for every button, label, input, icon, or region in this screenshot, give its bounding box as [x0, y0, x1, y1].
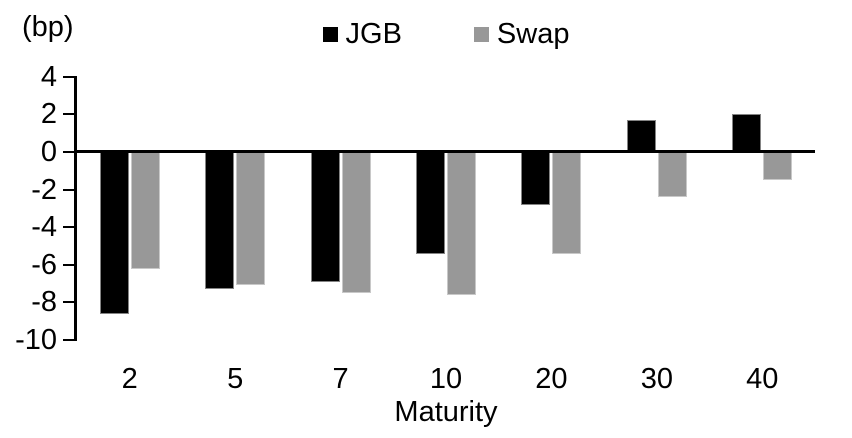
y-axis-tick [63, 226, 77, 229]
y-axis-line [74, 75, 77, 341]
x-tick-label: 40 [746, 363, 779, 395]
y-axis-tick [63, 188, 77, 191]
bar-swap-20 [552, 152, 582, 254]
bar-swap-40 [763, 152, 793, 181]
legend-swatch-jgb [322, 26, 338, 42]
y-tick-label: 2 [40, 98, 57, 131]
bar-jgb-10 [416, 152, 445, 254]
y-axis-tick [63, 151, 77, 153]
bar-jgb-30 [626, 120, 656, 152]
y-axis-tick [63, 113, 77, 116]
legend-label-jgb: JGB [345, 18, 402, 50]
bar-jgb-5 [205, 152, 235, 290]
bar-swap-10 [447, 152, 476, 295]
x-tick-label: 5 [227, 363, 244, 395]
x-tick-label: 2 [121, 363, 138, 395]
legend-label-swap: Swap [496, 18, 570, 50]
bar-swap-30 [657, 152, 687, 198]
bar-swap-5 [236, 152, 266, 286]
x-tick-label: 7 [332, 363, 349, 395]
chart-legend: JGB Swap [77, 18, 815, 50]
bar-jgb-40 [732, 114, 762, 152]
legend-item-jgb: JGB [322, 18, 402, 50]
y-tick-label: -6 [31, 248, 57, 281]
y-tick-label: -2 [31, 173, 57, 206]
x-axis-zero-line [74, 150, 815, 153]
y-tick-label: 4 [40, 60, 57, 93]
bar-jgb-20 [521, 152, 551, 205]
legend-swatch-swap [473, 26, 489, 42]
y-tick-label: -8 [31, 286, 57, 319]
bar-jgb-2 [99, 152, 129, 314]
bar-swap-7 [341, 152, 371, 293]
x-axis-title: Maturity [394, 396, 498, 428]
y-axis-tick [63, 301, 77, 304]
x-tick-label: 20 [535, 363, 568, 395]
y-axis-unit-label: (bp) [22, 11, 74, 43]
y-axis-tick [63, 339, 77, 341]
bar-swap-2 [130, 152, 160, 269]
y-tick-label: -4 [31, 211, 57, 244]
legend-item-swap: Swap [473, 18, 570, 50]
y-axis-tick [63, 263, 77, 266]
y-axis-tick [63, 75, 77, 78]
bar-jgb-7 [310, 152, 340, 282]
x-tick-label: 30 [640, 363, 673, 395]
y-tick-label: 0 [40, 136, 57, 168]
y-tick-label: -10 [15, 324, 57, 356]
x-tick-label: 10 [429, 363, 463, 395]
